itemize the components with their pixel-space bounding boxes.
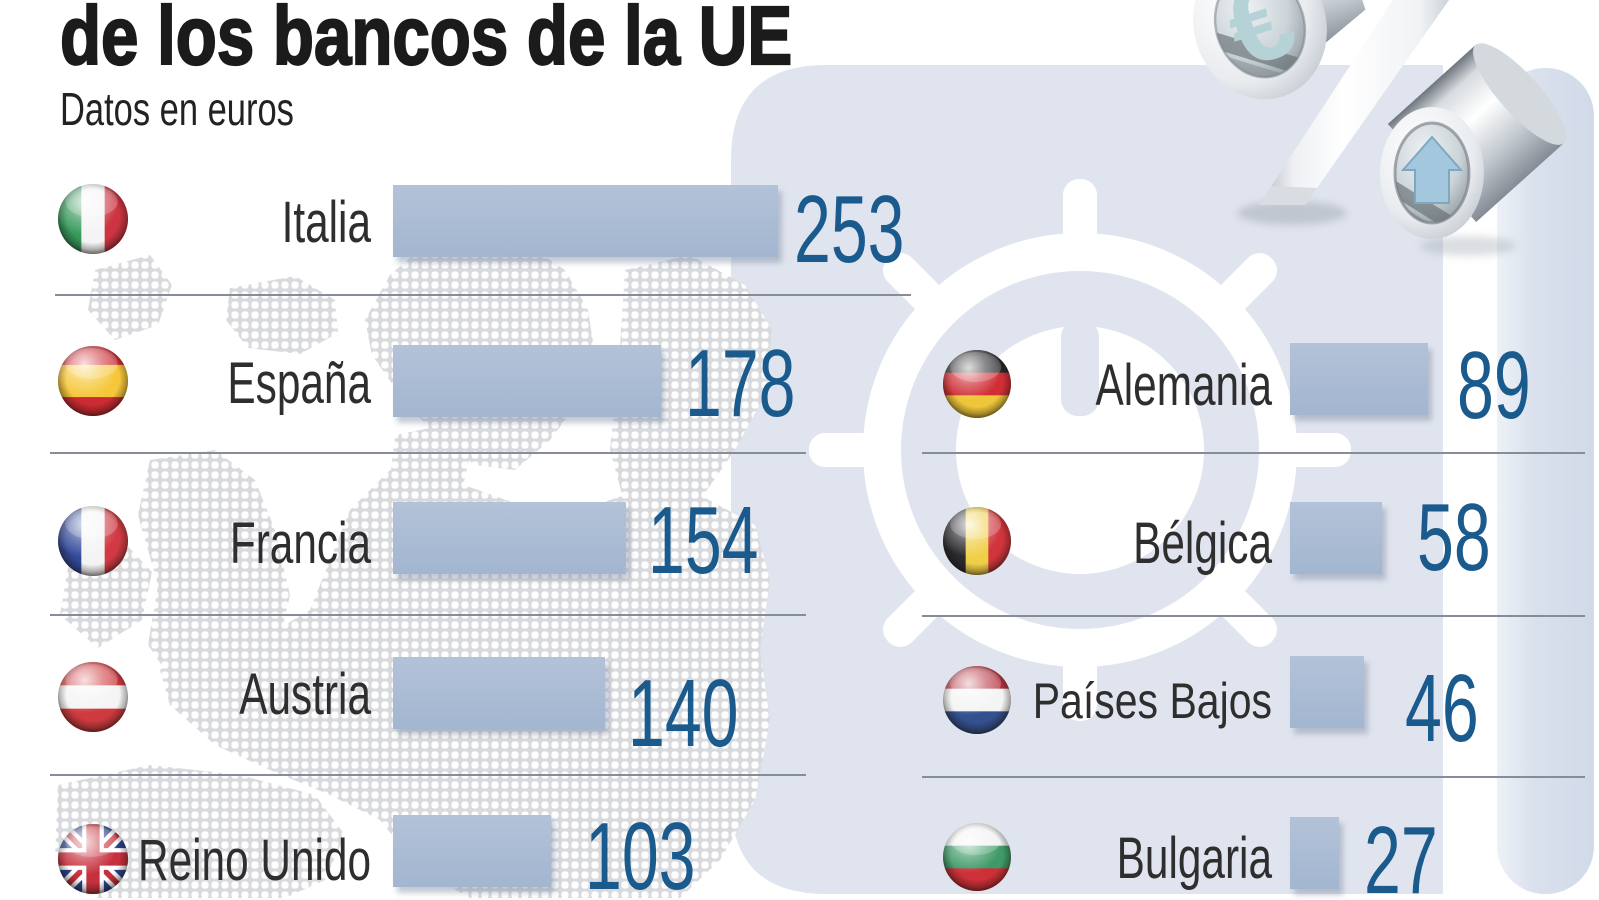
- svg-text:178: 178: [685, 330, 796, 437]
- svg-text:27: 27: [1364, 807, 1438, 900]
- svg-text:España: España: [227, 350, 371, 415]
- svg-text:253: 253: [794, 176, 905, 283]
- svg-text:Reino Unido: Reino Unido: [138, 827, 371, 892]
- svg-text:58: 58: [1417, 484, 1491, 591]
- svg-text:Datos en euros: Datos en euros: [60, 83, 294, 135]
- svg-text:103: 103: [585, 803, 696, 900]
- svg-text:Países Bajos: Países Bajos: [1033, 673, 1272, 729]
- svg-text:46: 46: [1405, 655, 1479, 762]
- svg-text:Francia: Francia: [230, 510, 372, 575]
- svg-text:Austria: Austria: [239, 661, 371, 726]
- svg-text:89: 89: [1457, 332, 1531, 439]
- svg-text:Alemania: Alemania: [1096, 352, 1273, 417]
- svg-text:154: 154: [648, 487, 759, 594]
- svg-text:Bélgica: Bélgica: [1133, 510, 1272, 575]
- svg-text:140: 140: [628, 660, 739, 767]
- svg-text:Italia: Italia: [282, 189, 372, 254]
- svg-text:Bulgaria: Bulgaria: [1117, 825, 1273, 890]
- svg-text:de los bancos de la UE: de los bancos de la UE: [60, 0, 792, 83]
